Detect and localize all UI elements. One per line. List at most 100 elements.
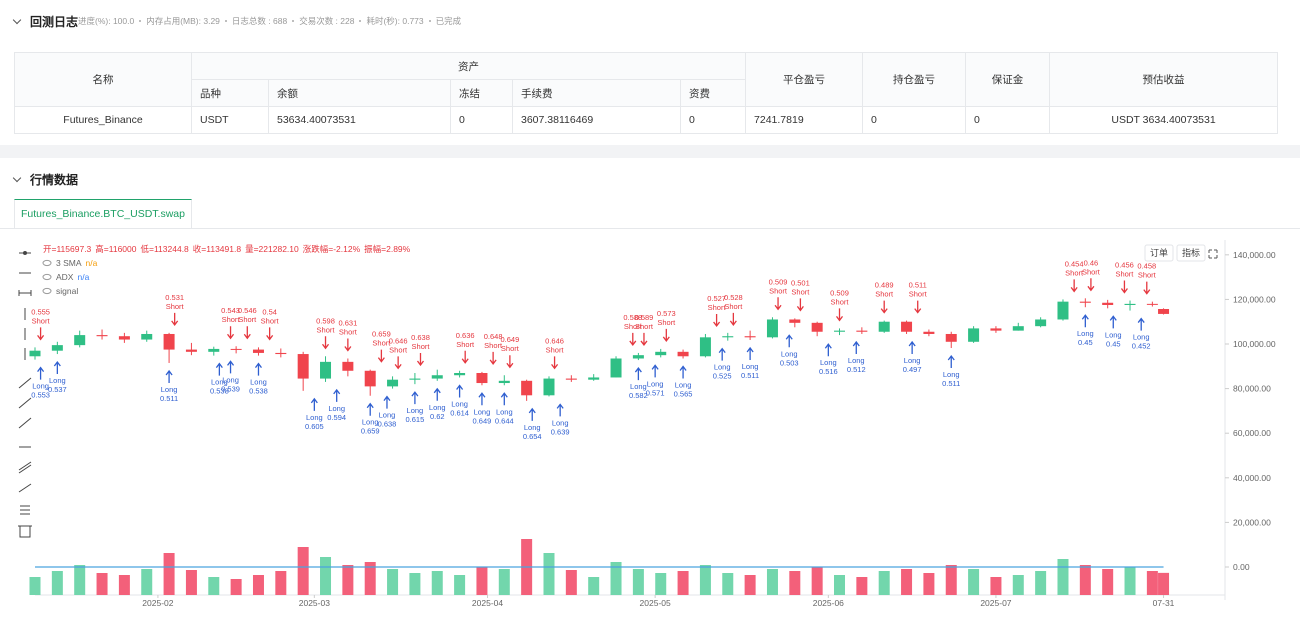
signal-label: Short [708, 303, 727, 312]
long-arrow [947, 354, 955, 369]
signal-label: Short [546, 345, 565, 354]
candle-body [1079, 301, 1091, 303]
signal-label: Long [379, 411, 396, 420]
signal-value: 0.511 [909, 281, 927, 290]
backtest-log-panel: 回测日志 进度(%): 100.0 内存占用(MB): 3.29 日志总数 : … [0, 0, 1300, 145]
volume-bar [722, 573, 734, 595]
expand-icon[interactable] [1208, 249, 1218, 259]
short-arrow [243, 326, 251, 340]
volume-bar [543, 553, 555, 595]
short-arrow [461, 350, 469, 364]
candle-body [766, 319, 778, 338]
signal-label: Short [317, 325, 336, 334]
candle-body [677, 351, 689, 357]
signal-label: Long [429, 403, 446, 412]
candle-body [610, 358, 622, 378]
volume-bar [565, 570, 577, 595]
y-tick-label: 60,000.00 [1233, 428, 1271, 438]
section-title[interactable]: 回测日志 [30, 15, 79, 29]
signal-value: 0.639 [551, 427, 570, 436]
column-header: 预估收益 [1049, 52, 1279, 107]
signal-label: Short [222, 315, 241, 324]
volume-bar [923, 573, 935, 595]
volume-bar [118, 575, 130, 595]
signal-value: 0.644 [495, 416, 514, 425]
short-arrow [1120, 280, 1128, 294]
long-arrow [383, 395, 391, 409]
drawing-toolbar[interactable] [18, 251, 32, 538]
cell: 0 [450, 106, 513, 134]
short-arrow [880, 300, 888, 314]
volume-bar [901, 569, 913, 595]
symbol-tab[interactable]: Futures_Binance.BTC_USDT.swap [14, 199, 192, 228]
orders-button[interactable]: 订单 [1150, 247, 1168, 258]
signal-label: Short [635, 322, 654, 331]
signal-label: Long [328, 404, 345, 413]
signal-label: Long [630, 382, 647, 391]
candle-body [364, 370, 376, 387]
x-tick-label: 2025-02 [142, 598, 173, 608]
signal-value: 0.509 [769, 277, 788, 286]
volume-bar [230, 579, 242, 595]
candle-body [655, 351, 667, 356]
candle-body [252, 349, 264, 353]
tab-divider [0, 228, 1300, 229]
signal-value: 0.649 [500, 335, 519, 344]
signal-label: Short [724, 302, 743, 311]
signal-label: Short [831, 297, 850, 306]
candle-body [990, 328, 1002, 331]
section-title[interactable]: 行情数据 [30, 173, 79, 187]
signal-value: 0.638 [378, 420, 397, 429]
signal-value: 0.546 [238, 306, 257, 315]
x-tick-label: 2025-05 [640, 598, 671, 608]
signal-value: 0.539 [221, 384, 240, 393]
status-item: 内存占用(MB): 3.29 [146, 16, 220, 26]
candle-body [51, 345, 63, 351]
ohlc-item: 涨跌幅=-2.12% [303, 244, 361, 254]
indicator-legend: 3 SMA n/a [56, 258, 98, 268]
signal-value: 0.638 [411, 333, 430, 342]
signal-label: Long [474, 407, 491, 416]
signal-value: 0.456 [1115, 261, 1134, 270]
signal-value: 0.646 [389, 336, 408, 345]
signal-label: Long [32, 382, 49, 391]
indicators-button[interactable]: 指标 [1182, 247, 1200, 258]
volume-bar [610, 562, 622, 595]
long-arrow [852, 340, 860, 354]
signal-value: 0.45 [1106, 339, 1121, 348]
short-arrow [835, 308, 844, 322]
signal-value: 0.454 [1065, 259, 1084, 268]
candle-body [1012, 326, 1024, 331]
candle-body [744, 336, 756, 338]
indicator-name: ADX [56, 272, 74, 282]
signal-value: 0.631 [338, 319, 357, 328]
ohlc-item: 量=221282.10 [245, 244, 299, 254]
short-arrow [344, 338, 352, 352]
y-tick-label: 140,000.00 [1233, 250, 1276, 260]
candle-body [1057, 301, 1069, 320]
long-arrow [651, 364, 659, 378]
signal-value: 0.511 [741, 371, 759, 380]
short-arrow [914, 300, 922, 314]
long-arrow [679, 365, 687, 379]
candle-body [409, 378, 421, 380]
candle-body [342, 361, 354, 371]
candle-body [811, 322, 823, 332]
chart-controls[interactable]: 订单 指标 [1144, 244, 1218, 262]
y-tick-label: 120,000.00 [1233, 294, 1276, 304]
y-tick-label: 0.00 [1233, 562, 1250, 572]
